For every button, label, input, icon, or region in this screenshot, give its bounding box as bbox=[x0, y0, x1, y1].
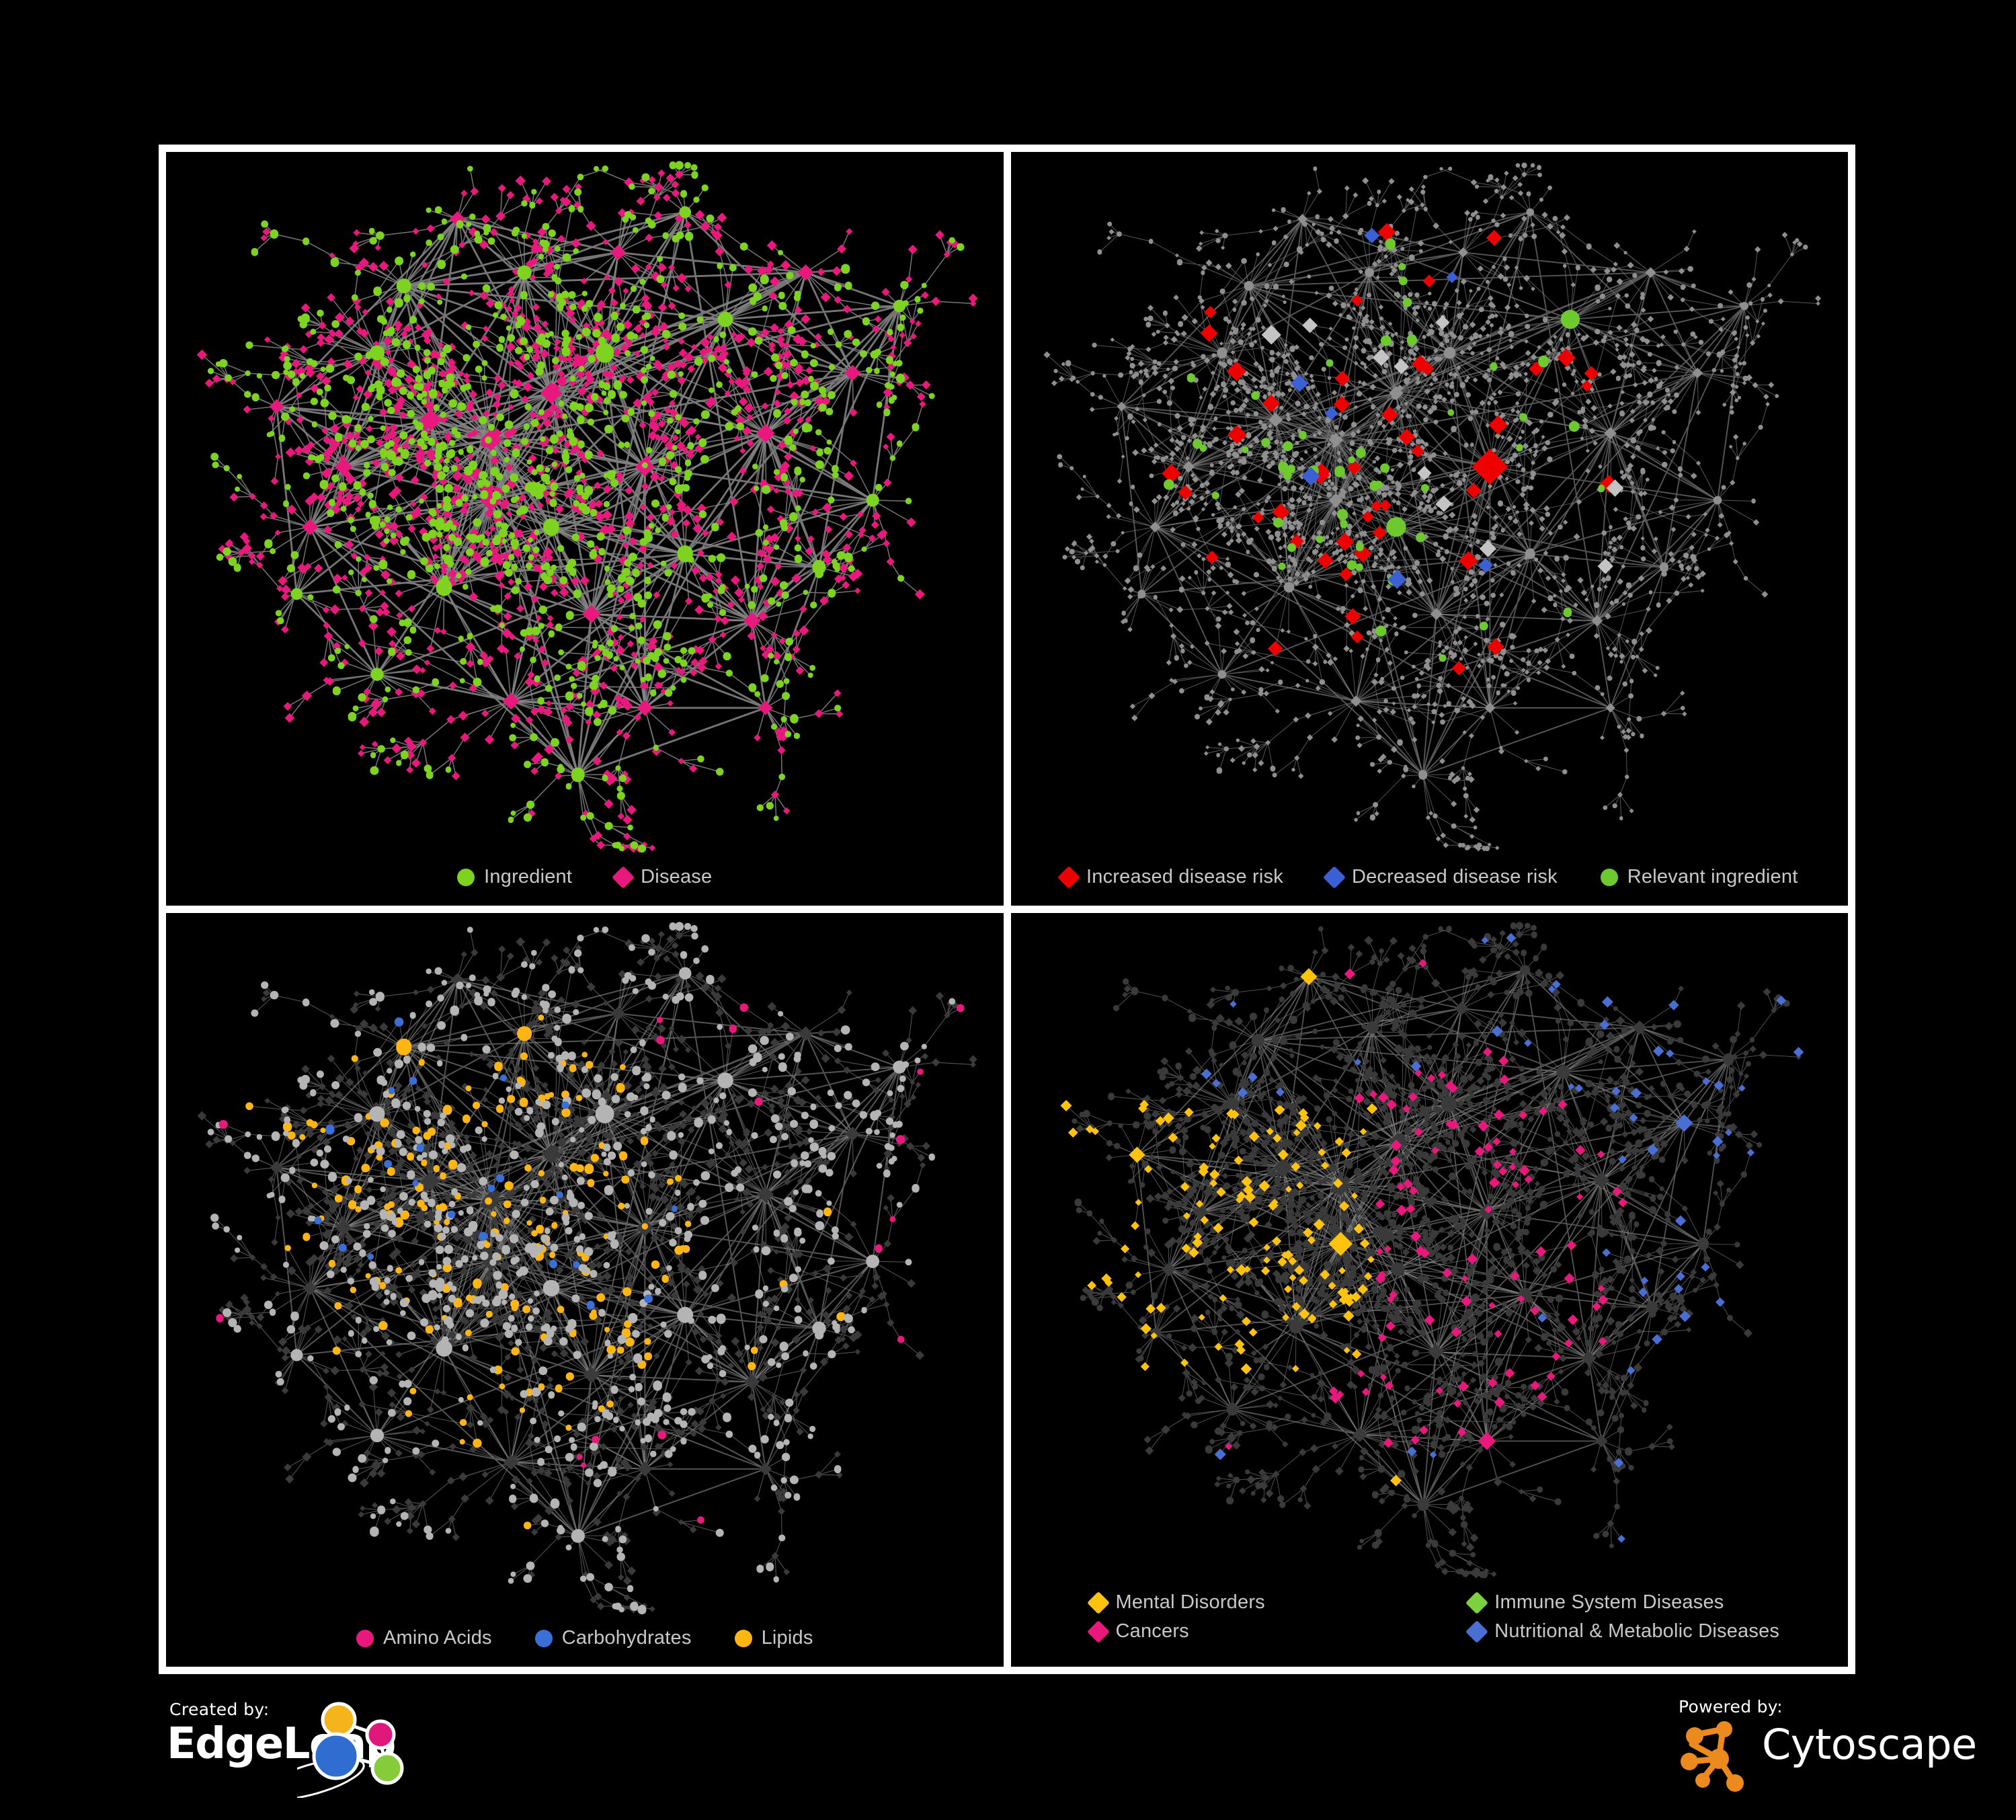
legend-ingredient-disease: Ingredient Disease bbox=[166, 862, 1004, 906]
network-graph-ingredient-classes bbox=[197, 922, 977, 1615]
legend-label-increased-risk: Increased disease risk bbox=[1086, 866, 1283, 887]
legend-item-increased-risk[interactable]: Increased disease risk bbox=[1057, 865, 1283, 889]
legend-disease-risk: Increased disease risk Decreased disease… bbox=[1010, 862, 1848, 906]
legend-item-decreased-risk[interactable]: Decreased disease risk bbox=[1322, 865, 1558, 889]
edgeleap-logo[interactable]: Created by: EdgeLeap bbox=[165, 1696, 434, 1810]
panel-disease-classes[interactable]: Mental Disorders Immune System Diseases … bbox=[1010, 913, 1848, 1667]
panel-ingredient-classes[interactable]: Amino Acids Carbohydrates Lipids bbox=[166, 913, 1004, 1667]
legend-disease-classes: Mental Disorders Immune System Diseases … bbox=[1010, 1587, 1848, 1667]
panel-ingredient-disease[interactable]: Ingredient Disease bbox=[166, 152, 1004, 906]
legend-label-mental-disorders: Mental Disorders bbox=[1115, 1591, 1265, 1613]
legend-item-carbohydrates[interactable]: Carbohydrates bbox=[534, 1627, 692, 1649]
amino-acids-circle-icon bbox=[356, 1629, 374, 1647]
legend-item-cancers[interactable]: Cancers bbox=[1086, 1620, 1469, 1643]
cytoscape-logo[interactable]: Powered by: Cytoscape bbox=[1677, 1694, 1977, 1802]
legend-item-amino-acids[interactable]: Amino Acids bbox=[356, 1627, 492, 1649]
panel-disease-risk[interactable]: Increased disease risk Decreased disease… bbox=[1010, 152, 1848, 906]
decreased-risk-diamond-icon bbox=[1322, 865, 1346, 889]
network-canvas-ingredient-classes[interactable] bbox=[166, 913, 1004, 1623]
network-graph-ingredient-disease bbox=[196, 161, 978, 853]
cytoscape-wordmark: Cytoscape bbox=[1762, 1720, 1977, 1769]
legend-item-disease[interactable]: Disease bbox=[612, 865, 713, 889]
legend-item-nutritional-metabolic-diseases[interactable]: Nutritional & Metabolic Diseases bbox=[1465, 1620, 1848, 1643]
legend-ingredient-classes: Amino Acids Carbohydrates Lipids bbox=[166, 1623, 1004, 1667]
relevant-ingredient-circle-icon bbox=[1600, 868, 1618, 886]
legend-label-relevant-ingredient: Relevant ingredient bbox=[1627, 866, 1798, 887]
ingredient-circle-icon bbox=[457, 868, 475, 886]
network-graph-disease-classes bbox=[1059, 922, 1804, 1579]
cytoscape-network-icon bbox=[1681, 1721, 1744, 1792]
legend-label-decreased-risk: Decreased disease risk bbox=[1351, 866, 1558, 887]
legend-label-immune-system-diseases: Immune System Diseases bbox=[1494, 1591, 1724, 1613]
created-by-label: Created by: bbox=[169, 1700, 270, 1719]
legend-item-lipids[interactable]: Lipids bbox=[734, 1627, 813, 1649]
network-canvas-disease-risk[interactable] bbox=[1010, 152, 1848, 862]
disease-diamond-icon bbox=[612, 865, 635, 889]
legend-label-carbohydrates: Carbohydrates bbox=[561, 1627, 692, 1649]
immune-system-diseases-diamond-icon bbox=[1465, 1591, 1489, 1614]
powered-by-label: Powered by: bbox=[1679, 1697, 1783, 1716]
legend-label-ingredient: Ingredient bbox=[484, 866, 573, 887]
network-canvas-ingredient-disease[interactable] bbox=[166, 152, 1004, 862]
legend-label-nutritional-metabolic-diseases: Nutritional & Metabolic Diseases bbox=[1494, 1620, 1780, 1642]
legend-item-immune-system-diseases[interactable]: Immune System Diseases bbox=[1465, 1591, 1848, 1614]
edgeleap-network-icon bbox=[297, 1702, 404, 1798]
network-canvas-disease-classes[interactable] bbox=[1010, 913, 1848, 1587]
legend-label-lipids: Lipids bbox=[761, 1627, 813, 1649]
legend-item-mental-disorders[interactable]: Mental Disorders bbox=[1086, 1591, 1469, 1614]
mental-disorders-diamond-icon bbox=[1086, 1591, 1110, 1614]
network-graph-disease-risk bbox=[1043, 162, 1821, 852]
carbohydrates-circle-icon bbox=[534, 1629, 553, 1647]
legend-label-disease: Disease bbox=[641, 866, 713, 887]
figure-frame: Ingredient Disease Increased disease ris… bbox=[159, 145, 1855, 1674]
nutritional-metabolic-diamond-icon bbox=[1465, 1620, 1489, 1643]
footer: Created by: EdgeLeap Powered by: bbox=[0, 1675, 2016, 1820]
legend-label-cancers: Cancers bbox=[1115, 1620, 1189, 1642]
lipids-circle-icon bbox=[734, 1629, 752, 1647]
cancers-diamond-icon bbox=[1086, 1620, 1110, 1643]
legend-label-amino-acids: Amino Acids bbox=[382, 1627, 492, 1649]
legend-item-relevant-ingredient[interactable]: Relevant ingredient bbox=[1600, 866, 1798, 888]
increased-risk-diamond-icon bbox=[1057, 865, 1080, 889]
legend-item-ingredient[interactable]: Ingredient bbox=[457, 866, 572, 888]
